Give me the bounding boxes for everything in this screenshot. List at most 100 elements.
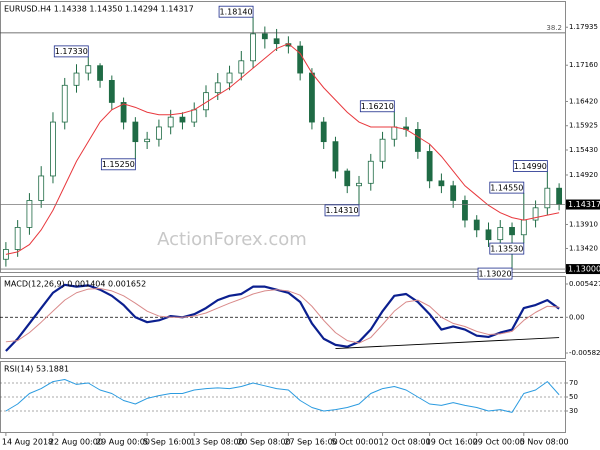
annotation-box [477, 267, 513, 280]
candle-body [214, 82, 221, 94]
y-tick-label: 70 [569, 379, 578, 387]
candle-body [438, 180, 445, 187]
candle-body [473, 219, 480, 231]
annotation-box [218, 5, 254, 18]
price-level-box [566, 264, 600, 275]
candle-body [226, 72, 233, 84]
candle-body [179, 116, 186, 123]
annotation-label: 1.14990 [514, 162, 547, 171]
x-tick-label: 5 Sep 16:00 [143, 438, 191, 447]
candle-body [391, 126, 398, 140]
candle-body [414, 129, 421, 152]
annotation-box [489, 181, 525, 194]
watermark: ActionForex.com [157, 229, 307, 250]
candle-body [85, 65, 92, 74]
candle-body [61, 84, 68, 123]
candle-body [238, 60, 245, 74]
candle-body [26, 200, 33, 228]
candle-body [450, 185, 457, 201]
x-tick-label: 13 Sep 08:00 [190, 438, 243, 447]
price-level-box [566, 199, 600, 210]
annotation-label: 1.14550 [490, 183, 523, 192]
candle-body [273, 38, 280, 45]
x-tick-label: 12 Oct 08:00 [379, 438, 431, 447]
indicator-line [5, 379, 560, 413]
annotation-box [53, 45, 89, 58]
annotation-label: 1.16210 [361, 102, 394, 111]
candle-body [73, 72, 80, 86]
candle-body [367, 160, 374, 184]
y-tick-label: 1.14920 [569, 171, 598, 179]
annotation-label: 1.13020 [478, 269, 511, 278]
candle-body [356, 182, 362, 187]
x-tick-label: 29 Aug 00:00 [96, 438, 150, 447]
x-tick-label: 20 Sep 08:00 [237, 438, 290, 447]
x-tick-label: 19 Oct 16:00 [426, 438, 478, 447]
candle-body [485, 229, 492, 241]
y-tick-label: 1.16420 [569, 97, 598, 105]
candle-body [520, 219, 527, 236]
candle-body [191, 109, 198, 123]
panel-title: MACD(12,26,9) 0.001404 0.001652 [4, 280, 146, 289]
panel-title: EURUSD.H4 1.14338 1.14350 1.14294 1.1431… [4, 5, 194, 14]
y-tick-label: 0.00 [569, 313, 585, 321]
x-tick-label: 14 Aug 2018 [2, 438, 53, 447]
candle-body [544, 187, 551, 209]
candle-body [297, 45, 304, 74]
price-level-label: 1.13000 [568, 265, 600, 274]
x-tick-label: 29 Oct 00:00 [473, 438, 525, 447]
candle-body [250, 33, 256, 62]
candle-body [320, 121, 327, 143]
y-tick-label: 1.17935 [569, 23, 598, 31]
candle-body [132, 121, 139, 143]
y-tick-label: 1.15430 [569, 146, 598, 154]
candle-body [532, 207, 539, 221]
candle-body [14, 227, 21, 250]
annotation-label: 1.14310 [325, 206, 358, 215]
candle-body [156, 126, 162, 140]
annotation-label: 1.18140 [220, 7, 253, 16]
annotation-box [324, 204, 360, 217]
annotation-label: 1.15250 [102, 160, 135, 169]
annotation-box [359, 100, 395, 113]
candle-body [556, 187, 563, 205]
candle-body [120, 102, 127, 123]
candle-body [509, 227, 515, 236]
y-tick-label: -0.005828 [569, 349, 600, 357]
candle-body [144, 138, 151, 143]
candle-body [108, 80, 115, 103]
fib-level-label: 38.2 [546, 24, 562, 32]
candle-body [2, 249, 9, 260]
panel-title: RSI(14) 53.1881 [4, 365, 69, 374]
y-tick-label: 1.13910 [569, 220, 598, 228]
candle-body [332, 141, 339, 172]
x-tick-label: 22 Aug 00:00 [49, 438, 103, 447]
moving-average [5, 43, 560, 255]
candle-body [426, 151, 433, 182]
annotation-label: 1.17330 [55, 47, 88, 56]
indicator-line [5, 287, 560, 344]
y-tick-label: 30 [569, 407, 578, 415]
trendline [335, 337, 560, 350]
candle-body [379, 138, 386, 162]
y-tick-label: 0.005427 [569, 280, 600, 288]
annotation-box [512, 160, 548, 172]
annotation-label: 1.13530 [490, 244, 523, 253]
x-tick-label: 5 Oct 00:00 [331, 438, 378, 447]
annotation-box [100, 158, 136, 171]
candle-body [38, 175, 45, 201]
x-tick-label: 5 Nov 08:00 [520, 438, 569, 447]
candle-body [50, 121, 56, 177]
y-tick-label: 1.13420 [569, 244, 598, 252]
candle-body [261, 33, 268, 40]
candle-body [167, 116, 174, 128]
price-panel-frame [0, 1, 566, 273]
y-tick-label: 1.15925 [569, 122, 598, 130]
candle-body [309, 72, 315, 123]
y-tick-label: 1.17160 [569, 61, 598, 69]
y-tick-label: 50 [569, 393, 578, 401]
annotation-box [489, 242, 525, 255]
candle-body [462, 200, 468, 221]
candle-body [344, 170, 351, 187]
